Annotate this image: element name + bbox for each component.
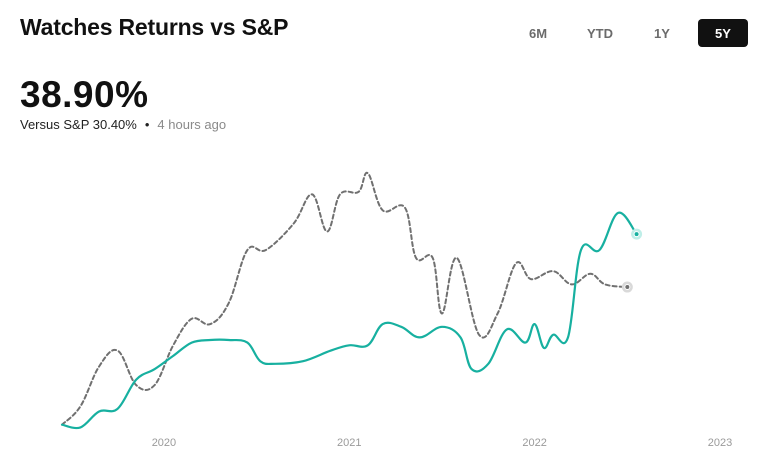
watches-end-marker — [633, 231, 640, 238]
range-5y-button[interactable]: 5Y — [698, 19, 748, 47]
x-tick-label: 2022 — [522, 437, 546, 449]
chart-title: Watches Returns vs S&P — [20, 14, 289, 40]
x-tick-label: 2020 — [152, 437, 176, 449]
sp-line — [61, 171, 629, 426]
separator-dot: • — [144, 117, 150, 132]
returns-chart: 2020 2021 2022 2023 — [60, 171, 733, 449]
updated-time: 4 hours ago — [157, 117, 227, 132]
watches-line — [60, 211, 638, 430]
range-6m-button[interactable]: 6M — [512, 19, 564, 47]
sp-comparison-text: Versus S&P 30.40% — [20, 117, 137, 132]
x-tick-label: 2023 — [708, 437, 732, 449]
range-ytd-button[interactable]: YTD — [574, 19, 626, 47]
chart-lines — [60, 171, 643, 430]
x-tick-label: 2021 — [337, 437, 361, 449]
comparison-line: Versus S&P 30.40% • 4 hours ago — [20, 117, 226, 132]
x-axis-ticks: 2020 2021 2022 2023 — [152, 437, 733, 449]
sp-end-marker — [624, 284, 631, 291]
return-value: 38.90% — [20, 74, 149, 115]
time-range-selector: 6M YTD 1Y 5Y — [512, 19, 748, 47]
range-1y-button[interactable]: 1Y — [636, 19, 688, 47]
